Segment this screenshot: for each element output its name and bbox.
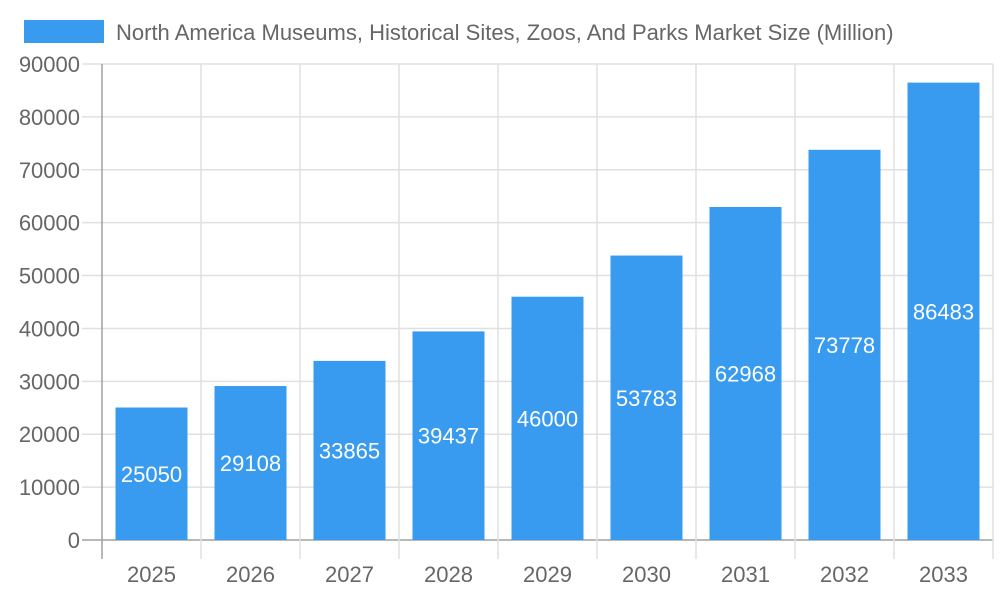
bar[interactable] (511, 296, 584, 540)
bar[interactable] (610, 255, 683, 541)
bar[interactable] (214, 386, 287, 540)
data-label: 62968 (715, 361, 776, 386)
x-tick-label: 2032 (820, 562, 869, 587)
x-tick-label: 2027 (325, 562, 374, 587)
data-label: 73778 (814, 333, 875, 358)
data-label: 86483 (913, 299, 974, 324)
bars (115, 82, 980, 541)
data-label: 25050 (121, 462, 182, 487)
bar[interactable] (115, 407, 188, 540)
data-labels: 25050 29108 33865 39437 46000 53783 62968 73778… (121, 299, 974, 486)
y-tick-label: 50000 (19, 264, 80, 289)
y-tick-label: 60000 (19, 211, 80, 236)
y-tick-label: 0 (68, 528, 80, 553)
y-tick-label: 90000 (19, 52, 80, 77)
data-label: 46000 (517, 406, 578, 431)
data-label: 39437 (418, 424, 479, 449)
y-axis-ticks: 0 10000 20000 30000 40000 50000 60000 70000 8000… (19, 52, 80, 553)
bar[interactable] (709, 206, 782, 540)
y-tick-label: 20000 (19, 422, 80, 447)
x-tick-label: 2033 (919, 562, 968, 587)
y-tick-label: 40000 (19, 316, 80, 341)
x-tick-label: 2029 (523, 562, 572, 587)
legend-label: North America Museums, Historical Sites,… (116, 20, 894, 45)
x-tick-label: 2031 (721, 562, 770, 587)
legend-swatch (24, 20, 104, 43)
x-axis-ticks: 2025 2026 2027 2028 2029 2030 2031 2032 2033 (127, 562, 968, 587)
data-label: 33865 (319, 438, 380, 463)
y-tick-label: 80000 (19, 105, 80, 130)
legend[interactable]: North America Museums, Historical Sites,… (24, 20, 894, 45)
data-label: 29108 (220, 451, 281, 476)
bar[interactable] (313, 360, 386, 540)
x-tick-label: 2026 (226, 562, 275, 587)
bar[interactable] (412, 331, 485, 540)
y-tick-label: 10000 (19, 475, 80, 500)
bar[interactable] (907, 82, 980, 541)
x-tick-label: 2030 (622, 562, 671, 587)
data-label: 53783 (616, 386, 677, 411)
x-tick-label: 2025 (127, 562, 176, 587)
x-tick-label: 2028 (424, 562, 473, 587)
bar[interactable] (808, 149, 881, 540)
y-tick-label: 30000 (19, 369, 80, 394)
y-tick-label: 70000 (19, 158, 80, 183)
